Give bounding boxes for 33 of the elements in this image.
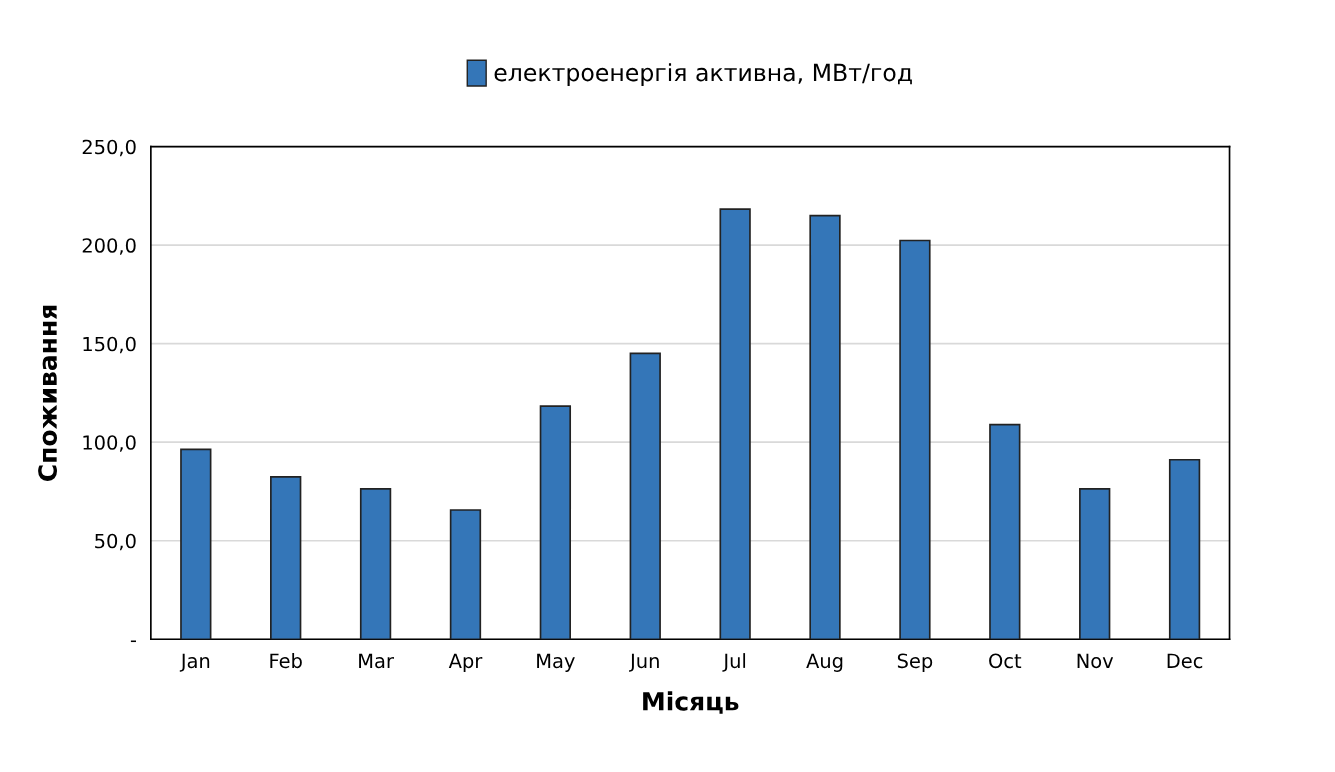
- x-tick-label: Sep: [897, 653, 933, 672]
- y-tick-label: -: [130, 640, 137, 643]
- x-tick-label: Feb: [270, 653, 302, 669]
- bar: [1079, 488, 1111, 640]
- y-tick-label: 150,0: [83, 336, 136, 354]
- x-tick-label: Mar: [359, 653, 394, 669]
- x-tick-label: Oct: [989, 653, 1022, 669]
- y-tick-label: 50,0: [95, 533, 136, 551]
- x-tick-label: Dec: [1167, 653, 1203, 669]
- legend-label: електроенергія активна, МВт/год: [494, 63, 912, 86]
- y-axis-title: Споживання: [38, 305, 58, 481]
- bar: [899, 239, 931, 640]
- bar: [180, 448, 212, 640]
- bar: [719, 208, 751, 640]
- bar: [629, 352, 661, 640]
- x-tick-label: Jan: [179, 653, 210, 672]
- x-tick-label: Jun: [629, 653, 659, 672]
- y-tick-label: 250,0: [82, 139, 136, 157]
- x-tick-label: Jul: [722, 653, 746, 672]
- y-tick-label: 100,0: [83, 435, 136, 452]
- bar: [539, 405, 572, 640]
- y-tick-label: 200,0: [82, 238, 136, 255]
- bar: [449, 509, 482, 640]
- x-tick-label: Nov: [1077, 653, 1114, 669]
- bar: [359, 488, 392, 640]
- bar: [989, 423, 1021, 640]
- x-tick-label: May: [537, 653, 575, 672]
- x-tick-label: Aug: [806, 653, 843, 672]
- bar: [270, 476, 302, 640]
- x-axis-title: Місяць: [643, 691, 739, 714]
- bar: [1168, 458, 1201, 640]
- x-tick-label: Apr: [448, 653, 483, 672]
- bar: [809, 214, 841, 640]
